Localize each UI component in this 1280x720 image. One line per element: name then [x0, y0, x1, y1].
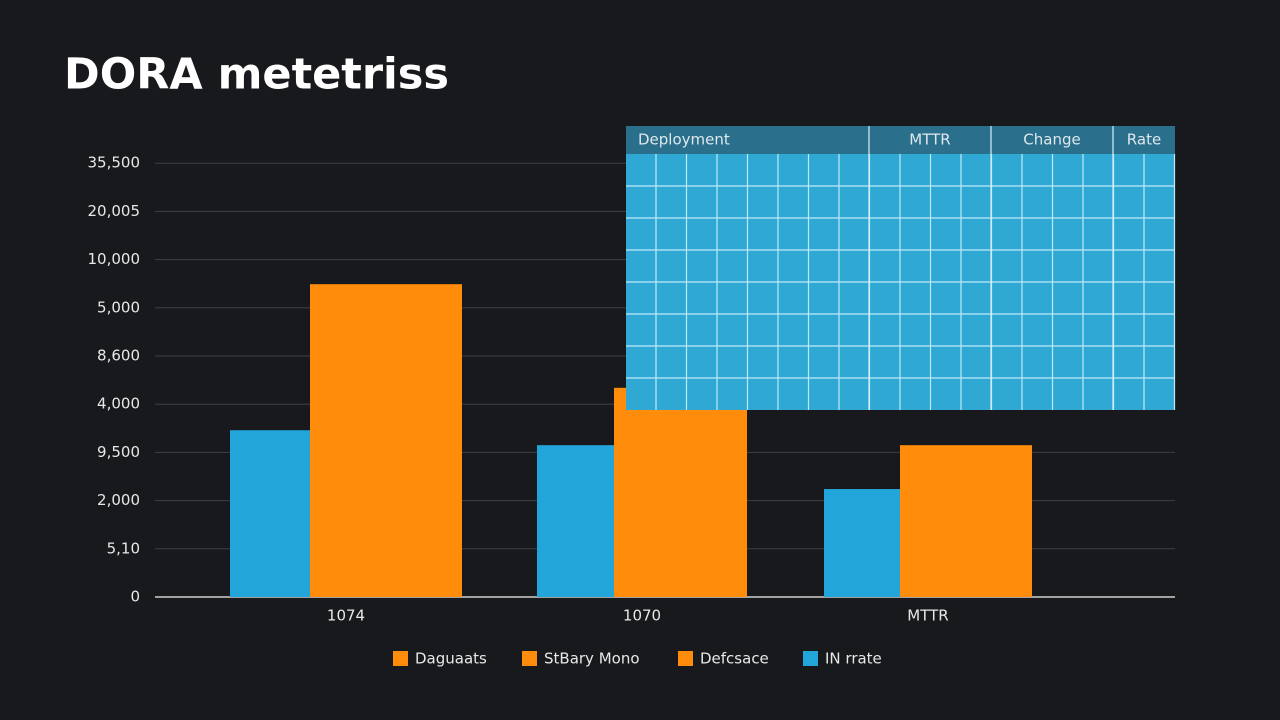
legend-swatch [393, 651, 408, 666]
bar [824, 489, 900, 597]
bar [614, 387, 747, 597]
y-tick-label: 10,000 [88, 250, 141, 268]
table-header-cell: MTTR [909, 131, 950, 149]
legend-label: Daguaats [415, 650, 487, 668]
table-header-cell: Change [1023, 131, 1080, 149]
y-tick-label: 5,10 [107, 539, 140, 557]
y-tick-label: 5,000 [97, 298, 140, 316]
bar [230, 430, 310, 597]
x-tick-label: MTTR [907, 607, 948, 625]
table-header [626, 126, 1175, 154]
table-header-cell: Deployment [638, 131, 730, 149]
legend-swatch [522, 651, 537, 666]
legend-label: Defcsace [700, 650, 769, 668]
legend-swatch [803, 651, 818, 666]
y-tick-label: 35,500 [88, 154, 141, 172]
x-tick-label: 1070 [623, 607, 661, 625]
y-tick-label: 9,500 [97, 443, 140, 461]
chart-title: DORA metetriss [64, 50, 449, 100]
legend-label: StBary Mono [544, 650, 640, 668]
x-tick-label: 1074 [327, 607, 365, 625]
bar [900, 445, 1032, 597]
bar [537, 445, 614, 597]
table-header-cell: Rate [1127, 131, 1161, 149]
y-tick-label: 20,005 [88, 202, 141, 220]
legend-swatch [678, 651, 693, 666]
y-tick-label: 4,000 [97, 395, 140, 413]
y-tick-label: 8,600 [97, 347, 140, 365]
y-tick-label: 2,000 [97, 491, 140, 509]
bar [310, 284, 462, 597]
y-tick-label: 0 [130, 588, 140, 606]
legend-label: IN rrate [825, 650, 882, 668]
